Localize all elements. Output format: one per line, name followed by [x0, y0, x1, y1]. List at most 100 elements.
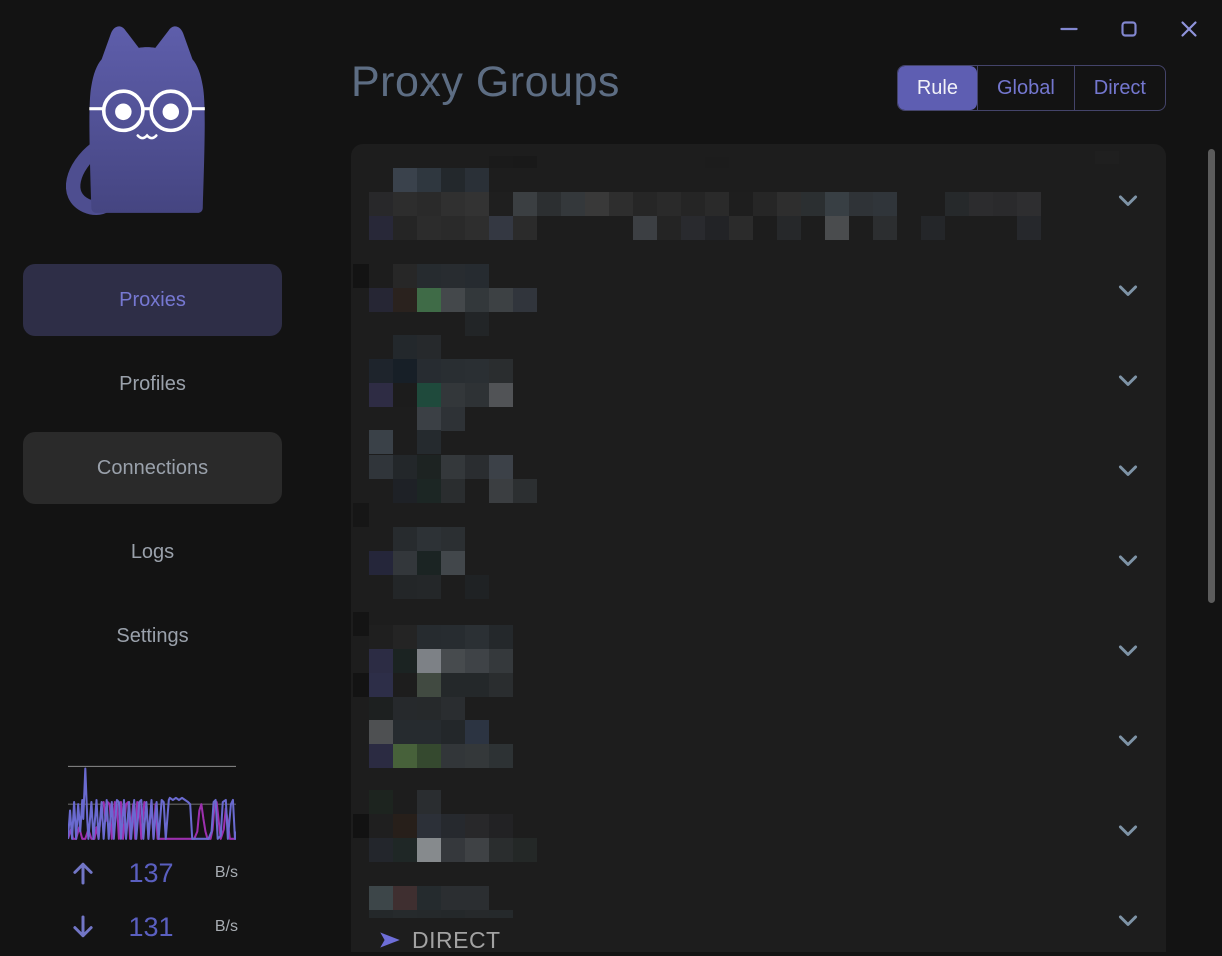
censored-pixelation	[369, 886, 489, 910]
censored-pixelation	[369, 838, 537, 862]
proxy-group-row[interactable]	[351, 516, 1166, 606]
upload-speed-unit: B/s	[214, 864, 238, 881]
upload-line	[68, 767, 236, 840]
sidebar-item-label: Connections	[96, 456, 209, 479]
censored-pixelation	[369, 192, 897, 216]
censored-pixelation	[393, 264, 489, 288]
arrow-up-icon	[73, 862, 93, 885]
proxy-group-row[interactable]	[351, 786, 1166, 876]
censored-pixelation	[489, 479, 537, 503]
titlebar-controls	[1048, 8, 1210, 50]
proxy-group-row[interactable]	[351, 426, 1166, 516]
censored-pixelation	[705, 157, 729, 168]
sidebar-item-label: Settings	[116, 624, 189, 647]
censored-pixelation	[369, 814, 513, 838]
chevron-down-icon[interactable]	[1114, 817, 1142, 845]
censored-pixelation	[417, 790, 441, 814]
proxy-group-row[interactable]	[351, 336, 1166, 426]
chevron-down-icon[interactable]	[1114, 727, 1142, 755]
censored-pixelation	[417, 575, 441, 599]
sidebar-item-proxies[interactable]: Proxies	[23, 264, 282, 336]
clash-cat-logo	[65, 26, 205, 215]
minimize-icon	[1060, 27, 1078, 31]
maximize-button[interactable]	[1108, 8, 1150, 50]
censored-pixelation	[369, 455, 513, 479]
sidebar-item-profiles[interactable]: Profiles	[23, 348, 282, 420]
chevron-down-icon[interactable]	[1114, 547, 1142, 575]
sidebar-item-label: Profiles	[119, 372, 186, 395]
direct-label: DIRECT	[412, 926, 501, 953]
minimize-button[interactable]	[1048, 8, 1090, 50]
proxy-group-row[interactable]	[351, 876, 1166, 952]
censored-pixelation	[1017, 216, 1041, 240]
censored-pixelation	[369, 790, 393, 814]
chevron-down-icon[interactable]	[1114, 457, 1142, 485]
censored-pixelation	[1095, 151, 1119, 164]
censored-pixelation	[353, 264, 369, 288]
censored-pixelation	[489, 156, 537, 168]
censored-pixelation	[825, 216, 849, 240]
send-icon	[380, 932, 400, 948]
proxy-group-row[interactable]	[351, 696, 1166, 786]
upload-speed-value: 137	[128, 857, 174, 888]
mode-global-button[interactable]: Global	[976, 66, 1074, 110]
arrow-down-icon	[73, 915, 93, 938]
download-speed-value: 131	[128, 911, 174, 942]
sidebar: Proxies Profiles Connections Logs Settin…	[0, 0, 305, 956]
chevron-down-icon[interactable]	[1114, 637, 1142, 665]
sidebar-item-label: Logs	[130, 540, 175, 563]
chevron-down-icon[interactable]	[1114, 187, 1142, 215]
censored-pixelation	[417, 430, 441, 454]
censored-pixelation	[465, 575, 489, 599]
proxy-group-row[interactable]	[351, 606, 1166, 696]
maximize-icon	[1121, 21, 1137, 37]
direct-group-row[interactable]: DIRECT	[351, 920, 1166, 952]
close-icon	[1181, 21, 1197, 37]
censored-pixelation	[369, 673, 513, 697]
censored-pixelation	[353, 503, 369, 527]
censored-pixelation	[369, 649, 513, 673]
censored-pixelation	[369, 720, 489, 744]
censored-pixelation	[873, 216, 897, 240]
censored-pixelation	[777, 216, 801, 240]
censored-pixelation	[369, 697, 465, 721]
censored-pixelation	[921, 216, 945, 240]
censored-pixelation	[369, 288, 537, 312]
censored-pixelation	[945, 192, 1041, 216]
download-stat: 131 B/s	[68, 910, 238, 944]
chevron-down-icon[interactable]	[1114, 277, 1142, 305]
chevron-down-icon[interactable]	[1114, 907, 1142, 935]
download-speed-unit: B/s	[214, 918, 238, 935]
close-button[interactable]	[1168, 8, 1210, 50]
sidebar-item-logs[interactable]: Logs	[23, 516, 282, 588]
censored-pixelation	[369, 910, 513, 918]
censored-pixelation	[369, 430, 393, 454]
proxy-group-row[interactable]	[351, 156, 1166, 246]
proxy-groups-card: DIRECT	[351, 144, 1166, 952]
page-title: Proxy Groups	[351, 58, 620, 106]
proxy-mode-switch: Rule Global Direct	[896, 65, 1166, 111]
censored-pixelation	[353, 673, 369, 697]
mode-rule-button[interactable]: Rule	[897, 66, 977, 110]
mode-direct-button[interactable]: Direct	[1073, 66, 1165, 110]
censored-pixelation	[369, 551, 465, 575]
censored-pixelation	[417, 407, 465, 431]
censored-pixelation	[393, 527, 465, 551]
censored-pixelation	[369, 383, 513, 407]
chevron-down-icon[interactable]	[1114, 367, 1142, 395]
censored-pixelation	[369, 625, 513, 649]
sidebar-item-connections[interactable]: Connections	[23, 432, 282, 504]
censored-pixelation	[393, 168, 489, 192]
censored-pixelation	[393, 335, 441, 359]
scrollbar-thumb[interactable]	[1208, 149, 1215, 603]
censored-pixelation	[369, 216, 537, 240]
upload-stat: 137 B/s	[68, 856, 238, 890]
traffic-sparkline	[68, 765, 236, 840]
censored-pixelation	[633, 216, 753, 240]
sidebar-item-label: Proxies	[119, 288, 186, 311]
sidebar-item-settings[interactable]: Settings	[23, 600, 282, 672]
proxy-group-row[interactable]	[351, 246, 1166, 336]
censored-pixelation	[393, 479, 465, 503]
sidebar-nav: Proxies Profiles Connections Logs Settin…	[23, 264, 282, 684]
